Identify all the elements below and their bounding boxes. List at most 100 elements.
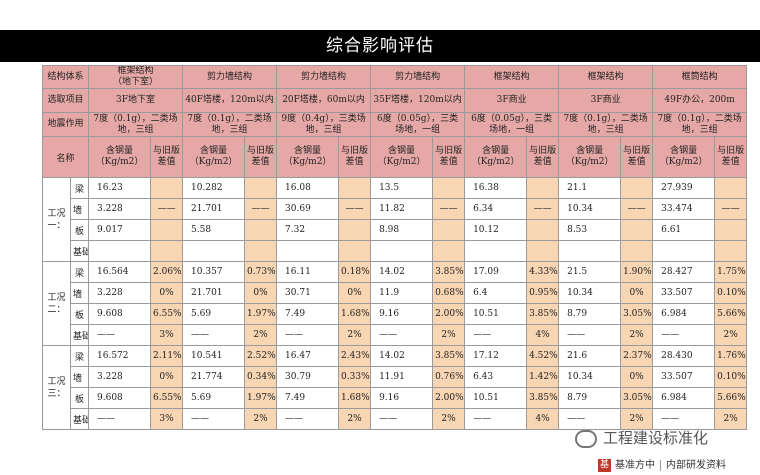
steel-cell [276,240,340,262]
header-cell: 7度（0.1g），二类场地，三组 [88,112,184,137]
table-row: 板 9.017 5.58 7.32 8.98 10.12 8.53 6.61 [43,219,748,241]
row-name: 墙（柱） [69,366,90,388]
steel-cell: 8.79 [558,387,622,409]
diff-cell [526,240,560,262]
diff-cell: 4.52% [526,345,560,367]
diff-cell: 5.66% [714,303,748,325]
steel-cell: 3.228 [88,198,152,220]
diff-header: 与旧版 差值 [714,136,748,178]
steel-cell: 16.23 [88,177,152,199]
diff-cell: —— [150,198,184,220]
steel-content-header: 含钢量 （Kg/m2） [88,136,152,178]
diff-cell: —— [526,198,560,220]
diff-cell: 0.33% [338,366,372,388]
diff-cell: 2% [338,324,372,346]
header-cell: 剪力墙结构 [370,65,466,89]
row-name: 基础 [69,408,90,430]
diff-cell [432,177,466,199]
diff-cell [244,219,278,241]
steel-cell: —— [652,408,716,430]
steel-cell: 28.427 [652,261,716,283]
steel-content-header: 含钢量 （Kg/m2） [276,136,340,178]
steel-cell: 8.98 [370,219,434,241]
diff-cell: 2.00% [432,387,466,409]
header-cell: 7度（0.1g），二类场地，三组 [182,112,278,137]
steel-cell: 5.69 [182,387,246,409]
steel-cell: —— [558,408,622,430]
steel-cell: 13.5 [370,177,434,199]
header-cell: 6度（0.05g），三类场地，一组 [370,112,466,137]
diff-cell: 2.00% [432,303,466,325]
diff-cell: 2.43% [338,345,372,367]
footer-divider [660,459,661,471]
steel-cell: 30.69 [276,198,340,220]
footer-note: 内部研发资料 [666,460,726,471]
steel-cell: 11.9 [370,282,434,304]
diff-cell [526,177,560,199]
steel-cell: 16.564 [88,261,152,283]
header-cell: 40F塔楼，120m以内 [182,88,278,113]
steel-cell: 10.34 [558,198,622,220]
steel-cell: 16.11 [276,261,340,283]
diff-cell: 0% [244,282,278,304]
diff-cell: 2.52% [244,345,278,367]
steel-cell [558,240,622,262]
diff-cell: 1.90% [620,261,654,283]
diff-cell: 0.34% [244,366,278,388]
diff-cell: 3.05% [620,303,654,325]
steel-cell: —— [558,324,622,346]
diff-cell: 1.97% [244,387,278,409]
row-name: 板 [69,387,90,409]
table-row: 墙（柱）3.228——21.701——30.69——11.82——6.34——1… [43,198,748,220]
row-name: 梁 [69,345,90,367]
steel-cell [370,240,434,262]
steel-cell: —— [182,408,246,430]
steel-comparison-table: 结构体系 框架结构 （地下室） 剪力墙结构 剪力墙结构 剪力墙结构 框架结构 框架结构 框筒结构… [41,65,748,430]
table-row: 工况三：梁 16.572 2.11% 10.541 2.52% 16.47 2.43% 14.… [42,345,748,430]
diff-cell: —— [244,198,278,220]
page-title: 综合影响评估 [0,30,760,62]
steel-content-header: 含钢量 （Kg/m2） [464,136,528,178]
diff-cell: 6.55% [150,387,184,409]
header-project-row: 选取项目 3F地下室 40F塔楼，120m以内 20F塔楼，60m以内 35F塔楼，12… [41,88,748,113]
diff-cell: 1.97% [244,303,278,325]
steel-cell: —— [182,324,246,346]
diff-header: 与旧版 差值 [150,136,184,178]
diff-cell: 1.68% [338,303,372,325]
steel-cell: 10.51 [464,303,528,325]
header-cell: 49F办公，200m [652,88,748,113]
steel-cell: 9.608 [88,303,152,325]
steel-cell: 11.82 [370,198,434,220]
header-cell: 20F塔楼，60m以内 [276,88,372,113]
diff-cell: 0.68% [432,282,466,304]
diff-cell [526,219,560,241]
steel-cell: 30.79 [276,366,340,388]
header-cell: 3F地下室 [88,88,184,113]
steel-cell: 3.228 [88,282,152,304]
steel-cell: 21.1 [558,177,622,199]
steel-cell: 10.357 [182,261,246,283]
diff-header: 与旧版 差值 [526,136,560,178]
header-cell: 7度（0.1g），二类场地，三组 [652,112,748,137]
steel-cell: 10.34 [558,282,622,304]
steel-cell [88,240,152,262]
diff-cell: 0.10% [714,282,748,304]
steel-cell: 10.541 [182,345,246,367]
steel-cell: 6.984 [652,387,716,409]
diff-cell: 2% [620,408,654,430]
steel-cell: 3.228 [88,366,152,388]
header-cell: 框架结构 [558,65,654,89]
diff-cell: 0% [150,366,184,388]
diff-cell: 1.75% [714,261,748,283]
diff-cell: 2% [244,324,278,346]
diff-cell [714,177,748,199]
steel-cell: 16.08 [276,177,340,199]
table-row: 墙（柱）3.2280%21.7010%30.710%11.90.68%6.40.… [43,282,748,304]
diff-cell: 3.85% [526,387,560,409]
steel-cell: —— [276,408,340,430]
steel-cell: —— [276,324,340,346]
header-cell: 9度（0.4g），三类场地，三组 [276,112,372,137]
diff-cell: 3.85% [432,261,466,283]
table-row: 板 9.608 6.55% 5.69 1.97% 7.49 1.68% 9.16 2.00% 10… [43,387,748,409]
row-label: 地震作用 [41,112,90,137]
